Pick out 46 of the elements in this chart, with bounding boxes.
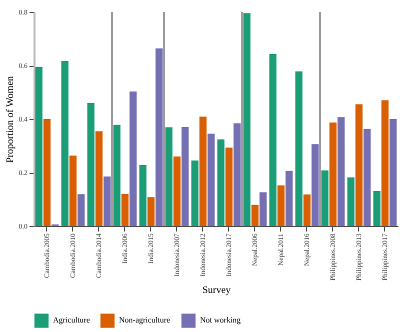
- bar: [355, 104, 363, 226]
- legend-label: Non-agriculture: [119, 316, 171, 325]
- bar: [182, 127, 189, 226]
- bar: [87, 102, 94, 226]
- bar: [191, 160, 198, 226]
- y-axis-title: Proportion of Women: [4, 76, 16, 163]
- legend-label: Not working: [200, 316, 241, 325]
- bar: [139, 165, 146, 226]
- bar: [61, 60, 68, 226]
- bar: [312, 144, 319, 226]
- bar: [243, 13, 250, 226]
- bar: [95, 131, 103, 226]
- bar: [277, 185, 285, 226]
- bar: [329, 122, 337, 226]
- x-axis-title: Survey: [202, 284, 231, 296]
- bar: [104, 176, 111, 226]
- bar: [251, 204, 259, 226]
- bar: [78, 194, 85, 226]
- bar: [113, 124, 120, 226]
- bar: [147, 197, 155, 226]
- bar: [173, 156, 181, 226]
- bar: [286, 170, 293, 226]
- legend-label: Agriculture: [53, 316, 90, 325]
- bar: [260, 192, 267, 226]
- bar: [295, 71, 302, 226]
- bar: [35, 66, 42, 226]
- bar: [269, 54, 276, 226]
- bar: [373, 190, 380, 226]
- bar: [156, 48, 163, 226]
- bar: [303, 194, 311, 226]
- bar: [208, 134, 215, 226]
- bar: [338, 117, 345, 226]
- bar: [165, 127, 172, 226]
- bar: [43, 119, 51, 226]
- bar: [217, 139, 224, 226]
- bar: [121, 194, 129, 226]
- bar: [364, 128, 371, 226]
- bar: [390, 119, 397, 226]
- bar: [199, 116, 207, 226]
- bar: [347, 177, 354, 226]
- bar: [234, 123, 241, 226]
- bar: [69, 156, 77, 226]
- bar: [321, 170, 328, 226]
- bar: [225, 148, 233, 226]
- bar: [381, 100, 389, 226]
- bar: [130, 91, 137, 226]
